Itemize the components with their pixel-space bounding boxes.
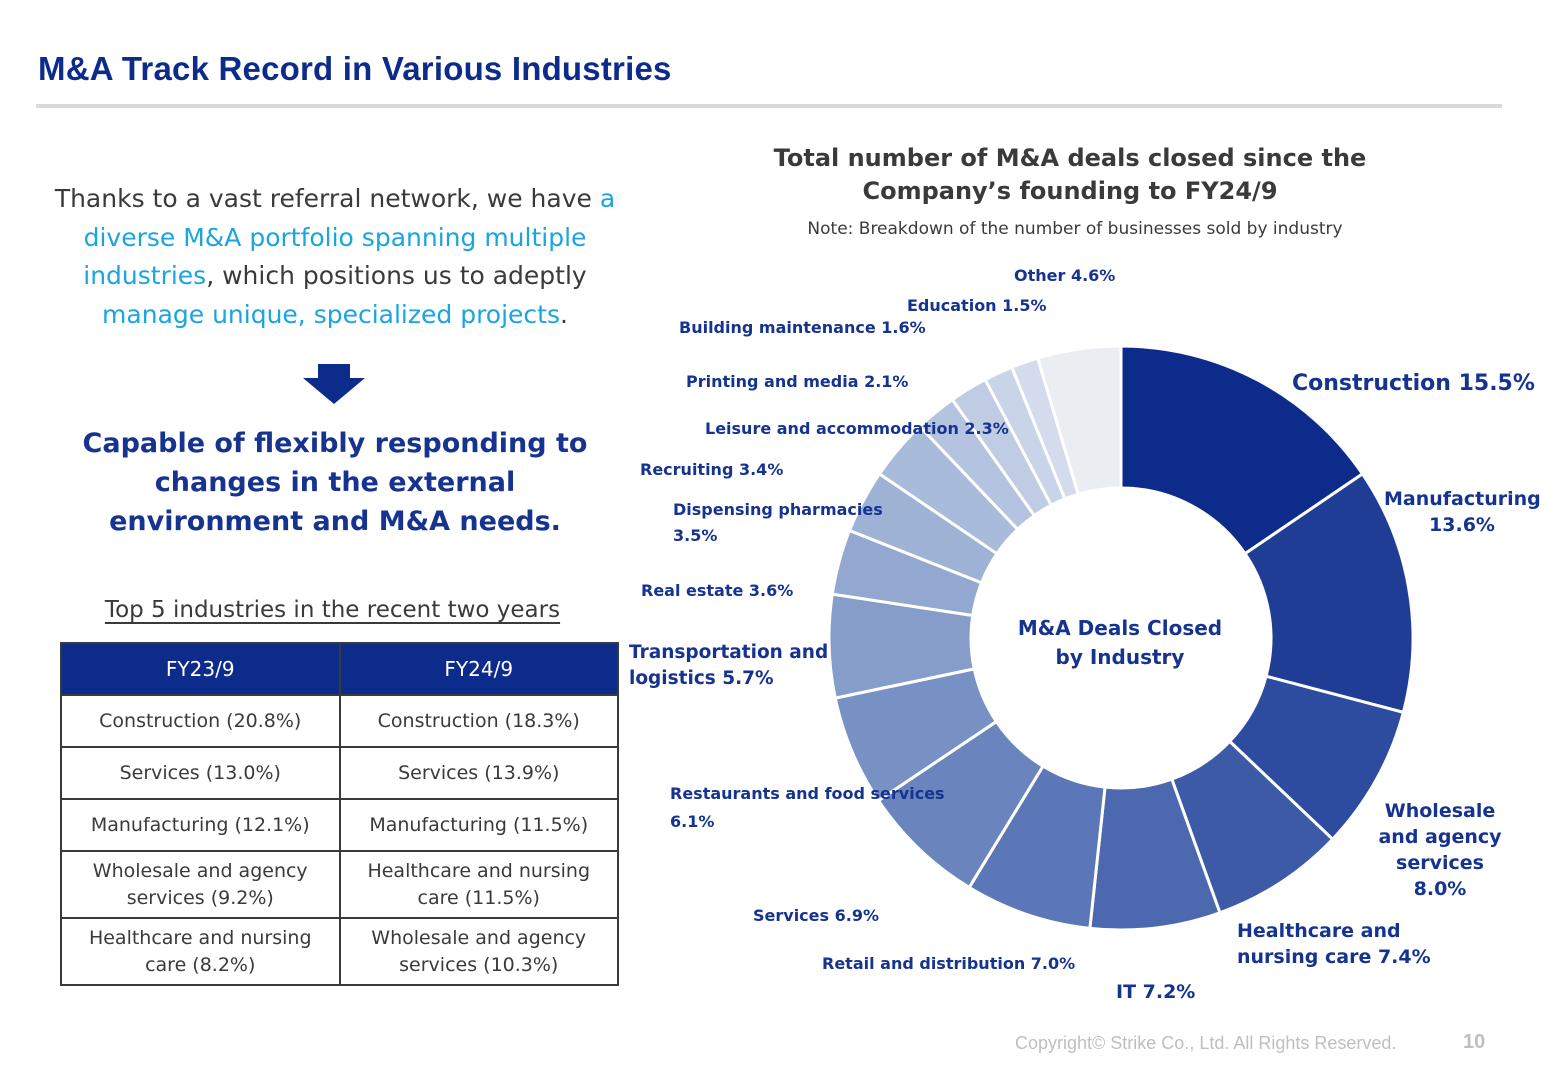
donut-slice-healthcare-and-nursing-care	[1169, 739, 1335, 915]
donut-slice-recruiting	[877, 424, 1020, 556]
table-cell: Services (13.9%)	[338, 746, 619, 800]
capability-statement: Capable of flexibly responding to change…	[30, 424, 640, 541]
page-number: 10	[1463, 1031, 1486, 1053]
chart-title: Total number of M&A deals closed since t…	[773, 144, 1367, 205]
slice-label-recruiting: Recruiting 3.4%	[640, 460, 784, 479]
capability-line-2: changes in the external	[154, 467, 516, 498]
table-row: Manufacturing (12.1%) Manufacturing (11.…	[60, 798, 619, 852]
slice-label-dispensing-pharmacies: Dispensing pharmacies 3.5%	[673, 500, 883, 545]
table-header-row: FY23/9 FY24/9	[60, 642, 619, 696]
table-cell: Wholesale and agency services (10.3%)	[338, 917, 619, 986]
table-cell: Manufacturing (11.5%)	[338, 798, 619, 852]
table-row: Wholesale and agency services (9.2%) Hea…	[60, 850, 619, 919]
donut-slice-transportation-and-logistics	[827, 592, 976, 700]
table-row: Healthcare and nursing care (8.2%) Whole…	[60, 917, 619, 986]
table-cell: Construction (20.8%)	[60, 694, 341, 748]
donut-slice-other	[1035, 344, 1123, 497]
chart-subtitle: Note: Breakdown of the number of busines…	[807, 219, 1343, 239]
page-title: M&A Track Record in Various Industries	[38, 50, 672, 87]
top5-table: FY23/9 FY24/9 Construction (20.8%) Const…	[60, 642, 619, 986]
table-cell: Construction (18.3%)	[338, 694, 619, 748]
donut-center-label: M&A Deals Closed by Industry	[1000, 614, 1240, 672]
table-cell: Manufacturing (12.1%)	[60, 798, 341, 852]
intro-text-3: .	[560, 299, 568, 329]
donut-slice-it	[1088, 777, 1222, 932]
slice-label-education: Education 1.5%	[907, 296, 1047, 315]
table-row: Services (13.0%) Services (13.9%)	[60, 746, 619, 800]
center-label-line-2: by Industry	[1055, 645, 1185, 669]
down-arrow-icon	[303, 364, 365, 404]
capability-line-3: environment and M&A needs.	[109, 506, 561, 537]
table-cell: Healthcare and nursing care (8.2%)	[60, 917, 341, 986]
intro-text-1: Thanks to a vast referral network, we ha…	[54, 184, 600, 213]
slice-label-retail: Retail and distribution 7.0%	[822, 954, 1076, 973]
slice-label-other: Other 4.6%	[1014, 266, 1116, 285]
center-label-line-1: M&A Deals Closed	[1017, 616, 1223, 640]
slice-label-services: Services 6.9%	[753, 906, 879, 925]
table-cell: Healthcare and nursing care (11.5%)	[338, 850, 619, 919]
table-cell: Services (13.0%)	[60, 746, 341, 800]
slice-label-wholesale: Wholesale and agency services 8.0%	[1378, 800, 1502, 900]
donut-slice-printing-and-media	[950, 377, 1054, 518]
top5-heading: Top 5 industries in the recent two years	[104, 597, 561, 623]
capability-line-1: Capable of flexibly responding to	[82, 428, 588, 459]
table-cell: Wholesale and agency services (9.2%)	[60, 850, 341, 919]
slice-label-transportation: Transportation and logistics 5.7%	[629, 642, 829, 689]
column-header-fy23: FY23/9	[60, 642, 341, 696]
intro-text-2: , which positions us to adeptly	[206, 261, 587, 290]
slice-label-it: IT 7.2%	[1116, 981, 1196, 1003]
donut-slice-education	[1009, 356, 1081, 501]
slice-label-leisure: Leisure and accommodation 2.3%	[705, 419, 1009, 438]
slice-label-manufacturing: Manufacturing 13.6%	[1384, 488, 1541, 536]
column-header-fy24: FY24/9	[338, 642, 619, 696]
intro-text: Thanks to a vast referral network, we ha…	[30, 180, 640, 334]
intro-highlight-2: manage unique, specialized projects	[102, 299, 560, 329]
slice-label-real-estate: Real estate 3.6%	[641, 581, 794, 600]
table-row: Construction (20.8%) Construction (18.3%…	[60, 694, 619, 748]
slice-label-printing: Printing and media 2.1%	[686, 372, 909, 391]
slice-label-building-maintenance: Building maintenance 1.6%	[679, 318, 926, 337]
slice-label-construction: Construction 15.5%	[1292, 371, 1535, 396]
title-divider	[36, 104, 1502, 108]
slice-label-healthcare: Healthcare and nursing care 7.4%	[1237, 920, 1431, 968]
copyright-notice: Copyright© Strike Co., Ltd. All Rights R…	[1015, 1033, 1397, 1053]
slice-label-restaurants: Restaurants and food services 6.1%	[670, 784, 945, 831]
intro-highlight-1: a diverse M&A portfolio spanning multipl…	[83, 184, 616, 290]
donut-slice-retail-and-distribution	[967, 764, 1107, 930]
